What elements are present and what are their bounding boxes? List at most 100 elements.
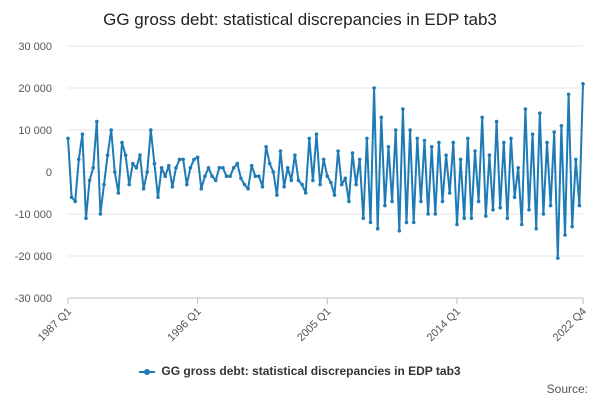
data-point[interactable] [411,220,416,225]
data-point[interactable] [476,199,481,204]
data-point[interactable] [73,199,77,204]
data-point[interactable] [80,132,85,136]
data-point[interactable] [462,216,467,220]
data-point[interactable] [538,111,542,115]
data-point[interactable] [581,82,585,86]
data-point[interactable] [480,115,485,120]
data-point[interactable] [375,226,380,231]
data-point[interactable] [509,136,513,141]
data-point[interactable] [487,153,492,157]
data-point[interactable] [419,199,423,204]
data-point[interactable] [127,182,131,187]
data-point[interactable] [451,140,456,145]
data-point[interactable] [577,203,582,208]
data-point[interactable] [242,182,247,187]
data-point[interactable] [253,174,258,178]
data-point[interactable] [357,157,362,162]
data-point[interactable] [257,174,261,178]
data-point[interactable] [199,187,204,191]
data-point[interactable] [84,216,88,220]
source-label[interactable]: Source: [546,382,588,396]
data-point[interactable] [541,212,546,216]
data-point[interactable] [249,163,254,168]
data-point[interactable] [296,178,301,183]
data-point[interactable] [458,157,463,162]
data-point[interactable] [181,157,185,162]
data-point[interactable] [77,157,81,162]
data-point[interactable] [177,157,182,162]
data-point[interactable] [559,124,564,128]
data-point[interactable] [289,178,294,183]
data-point[interactable] [149,128,153,132]
data-point[interactable] [440,199,445,204]
data-point[interactable] [221,166,225,170]
data-point[interactable] [95,119,99,124]
data-point[interactable] [192,157,196,162]
data-point[interactable] [159,166,164,170]
data-point[interactable] [372,86,376,90]
data-point[interactable] [307,136,312,141]
series-line[interactable] [67,83,584,260]
data-point[interactable] [350,151,355,155]
data-point[interactable] [163,174,167,178]
data-point[interactable] [527,208,531,212]
data-point[interactable] [210,174,214,178]
data-point[interactable] [235,161,240,166]
data-point[interactable] [566,92,571,97]
data-point[interactable] [285,166,290,170]
data-point[interactable] [365,136,369,141]
data-point[interactable] [466,136,470,141]
data-point[interactable] [239,176,243,181]
data-point[interactable] [523,107,528,111]
data-point[interactable] [145,170,149,174]
data-point[interactable] [105,153,110,157]
data-point[interactable] [336,149,340,153]
data-point[interactable] [491,208,495,212]
data-point[interactable] [505,216,510,220]
data-point[interactable] [455,222,459,227]
data-point[interactable] [530,132,535,136]
data-point[interactable] [87,178,92,183]
data-point[interactable] [300,182,304,187]
data-point[interactable] [224,174,229,178]
data-point[interactable] [520,222,524,227]
data-point[interactable] [311,178,315,183]
data-point[interactable] [401,107,405,111]
data-point[interactable] [329,180,333,185]
data-point[interactable] [397,229,402,233]
data-point[interactable] [156,195,160,199]
data-point[interactable] [264,145,268,149]
data-point[interactable] [293,153,297,157]
data-point[interactable] [429,145,434,149]
data-point[interactable] [447,191,452,195]
data-point[interactable] [170,184,175,189]
data-point[interactable] [167,163,171,168]
data-point[interactable] [444,153,448,157]
data-point[interactable] [502,140,506,145]
data-point[interactable] [469,216,474,220]
data-point[interactable] [116,191,121,195]
data-point[interactable] [512,195,517,199]
data-point[interactable] [228,174,232,178]
data-point[interactable] [386,145,391,149]
data-point[interactable] [408,128,412,132]
data-point[interactable] [494,119,499,124]
data-point[interactable] [498,205,503,210]
data-point[interactable] [138,153,142,157]
data-point[interactable] [484,214,488,218]
data-point[interactable] [275,193,279,197]
data-point[interactable] [437,140,441,145]
data-point[interactable] [98,212,103,216]
data-point[interactable] [390,199,394,204]
data-point[interactable] [246,187,250,191]
data-point[interactable] [433,212,438,216]
data-point[interactable] [66,136,70,141]
data-point[interactable] [368,220,373,225]
data-point[interactable] [393,128,398,132]
data-point[interactable] [325,174,330,178]
data-point[interactable] [379,115,384,120]
data-point[interactable] [282,184,286,189]
data-point[interactable] [131,161,135,166]
data-point[interactable] [152,161,157,166]
data-point[interactable] [217,166,222,170]
